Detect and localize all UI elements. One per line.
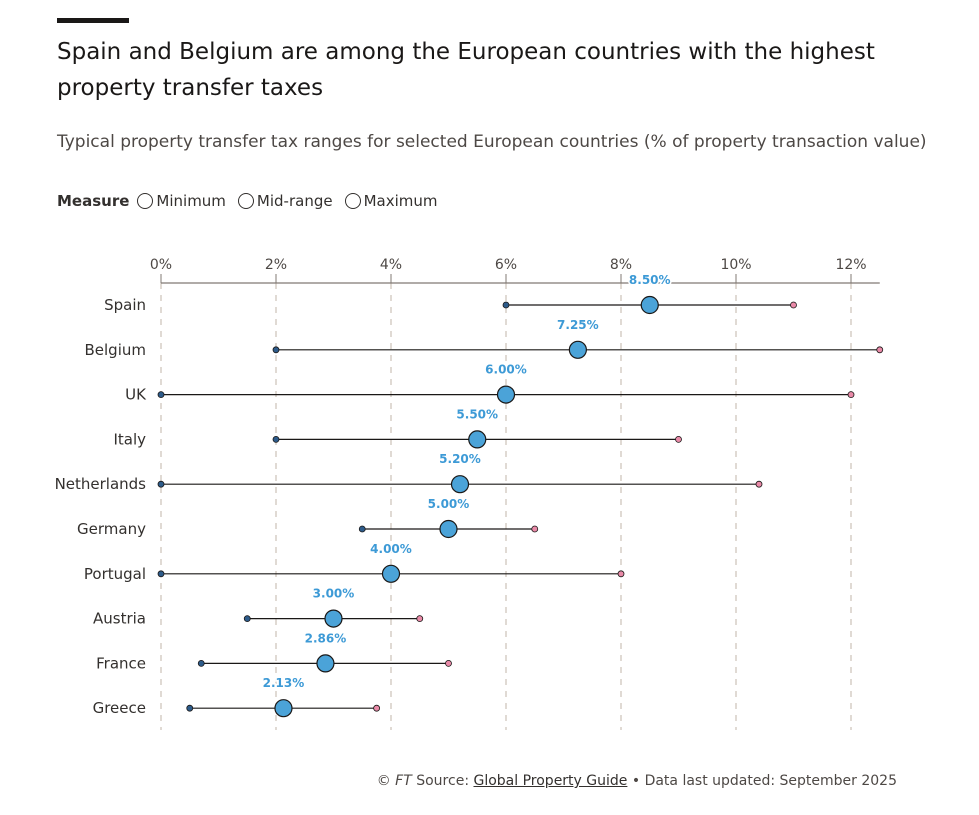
mid-point [381, 564, 401, 583]
data-label: 5.50% [456, 407, 498, 421]
data-label: 8.50% [629, 273, 671, 287]
min-point [358, 525, 366, 533]
category-label: Belgium [85, 341, 147, 359]
radio-maximum[interactable]: Maximum [344, 192, 438, 210]
min-point [197, 660, 205, 667]
min-point [243, 615, 251, 622]
category-label: Spain [104, 296, 146, 314]
min-point [502, 301, 510, 309]
radio-circle-icon [344, 193, 361, 209]
max-point [445, 660, 452, 667]
data-label: 5.00% [428, 497, 470, 511]
data-label: 7.25% [557, 318, 599, 332]
min-point [157, 391, 165, 399]
footer: © FT Source: Global Property Guide • Dat… [376, 773, 897, 789]
data-label: 4.00% [370, 542, 412, 556]
data-label: 5.20% [439, 452, 481, 466]
max-point [416, 615, 424, 622]
mid-point [450, 475, 470, 494]
mid-point [316, 654, 335, 673]
mid-point [640, 295, 659, 315]
radio-minimum[interactable]: Minimum [137, 192, 226, 210]
x-tick-label: 12% [835, 257, 866, 273]
max-point [847, 391, 855, 399]
radio-circle-icon [137, 193, 154, 209]
category-label: Italy [113, 430, 146, 448]
radio-label: Mid-range [256, 192, 333, 210]
mid-point [496, 385, 516, 404]
category-label: Netherlands [55, 475, 147, 493]
category-label: Austria [93, 610, 146, 628]
data-label: 2.86% [305, 631, 347, 645]
ft-top-bar [57, 18, 129, 23]
max-point [790, 301, 797, 309]
x-tick-label: 2% [265, 257, 287, 273]
category-label: Germany [77, 520, 146, 538]
min-point [272, 435, 280, 443]
radio-label: Maximum [363, 192, 438, 210]
measure-legend: Measure Minimum Mid-range Maximum [57, 192, 446, 210]
data-label: 6.00% [485, 363, 527, 377]
mid-point [274, 699, 293, 718]
min-point [157, 480, 165, 488]
data-label: 2.13% [263, 676, 305, 690]
max-point [675, 435, 682, 443]
mid-point [324, 609, 343, 628]
x-tick-label: 0% [150, 257, 172, 273]
category-label: Greece [93, 699, 146, 717]
max-point [531, 525, 539, 533]
mid-point [568, 340, 587, 359]
x-tick-label: 6% [495, 257, 517, 273]
mid-point [439, 519, 458, 539]
max-point [373, 704, 381, 712]
radio-circle-icon [237, 193, 254, 209]
source-link[interactable]: Global Property Guide [473, 773, 628, 789]
max-point [617, 570, 625, 578]
data-label: 3.00% [313, 587, 355, 601]
x-tick-label: 4% [380, 257, 402, 273]
min-point [186, 704, 194, 712]
radio-mid-range[interactable]: Mid-range [237, 192, 333, 210]
max-point [755, 480, 763, 488]
x-tick-label: 10% [720, 257, 751, 273]
category-label: UK [125, 386, 147, 404]
category-label: France [96, 654, 146, 672]
chart-title: Spain and Belgium are among the European… [57, 39, 875, 101]
min-point [157, 570, 165, 578]
x-tick-label: 8% [610, 257, 632, 273]
legend-label: Measure [57, 192, 130, 210]
chart-subtitle: Typical property transfer tax ranges for… [57, 132, 927, 152]
radio-label: Minimum [156, 192, 226, 210]
max-point [876, 346, 884, 354]
category-label: Portugal [84, 565, 146, 583]
mid-point [468, 430, 487, 449]
min-point [272, 346, 280, 354]
